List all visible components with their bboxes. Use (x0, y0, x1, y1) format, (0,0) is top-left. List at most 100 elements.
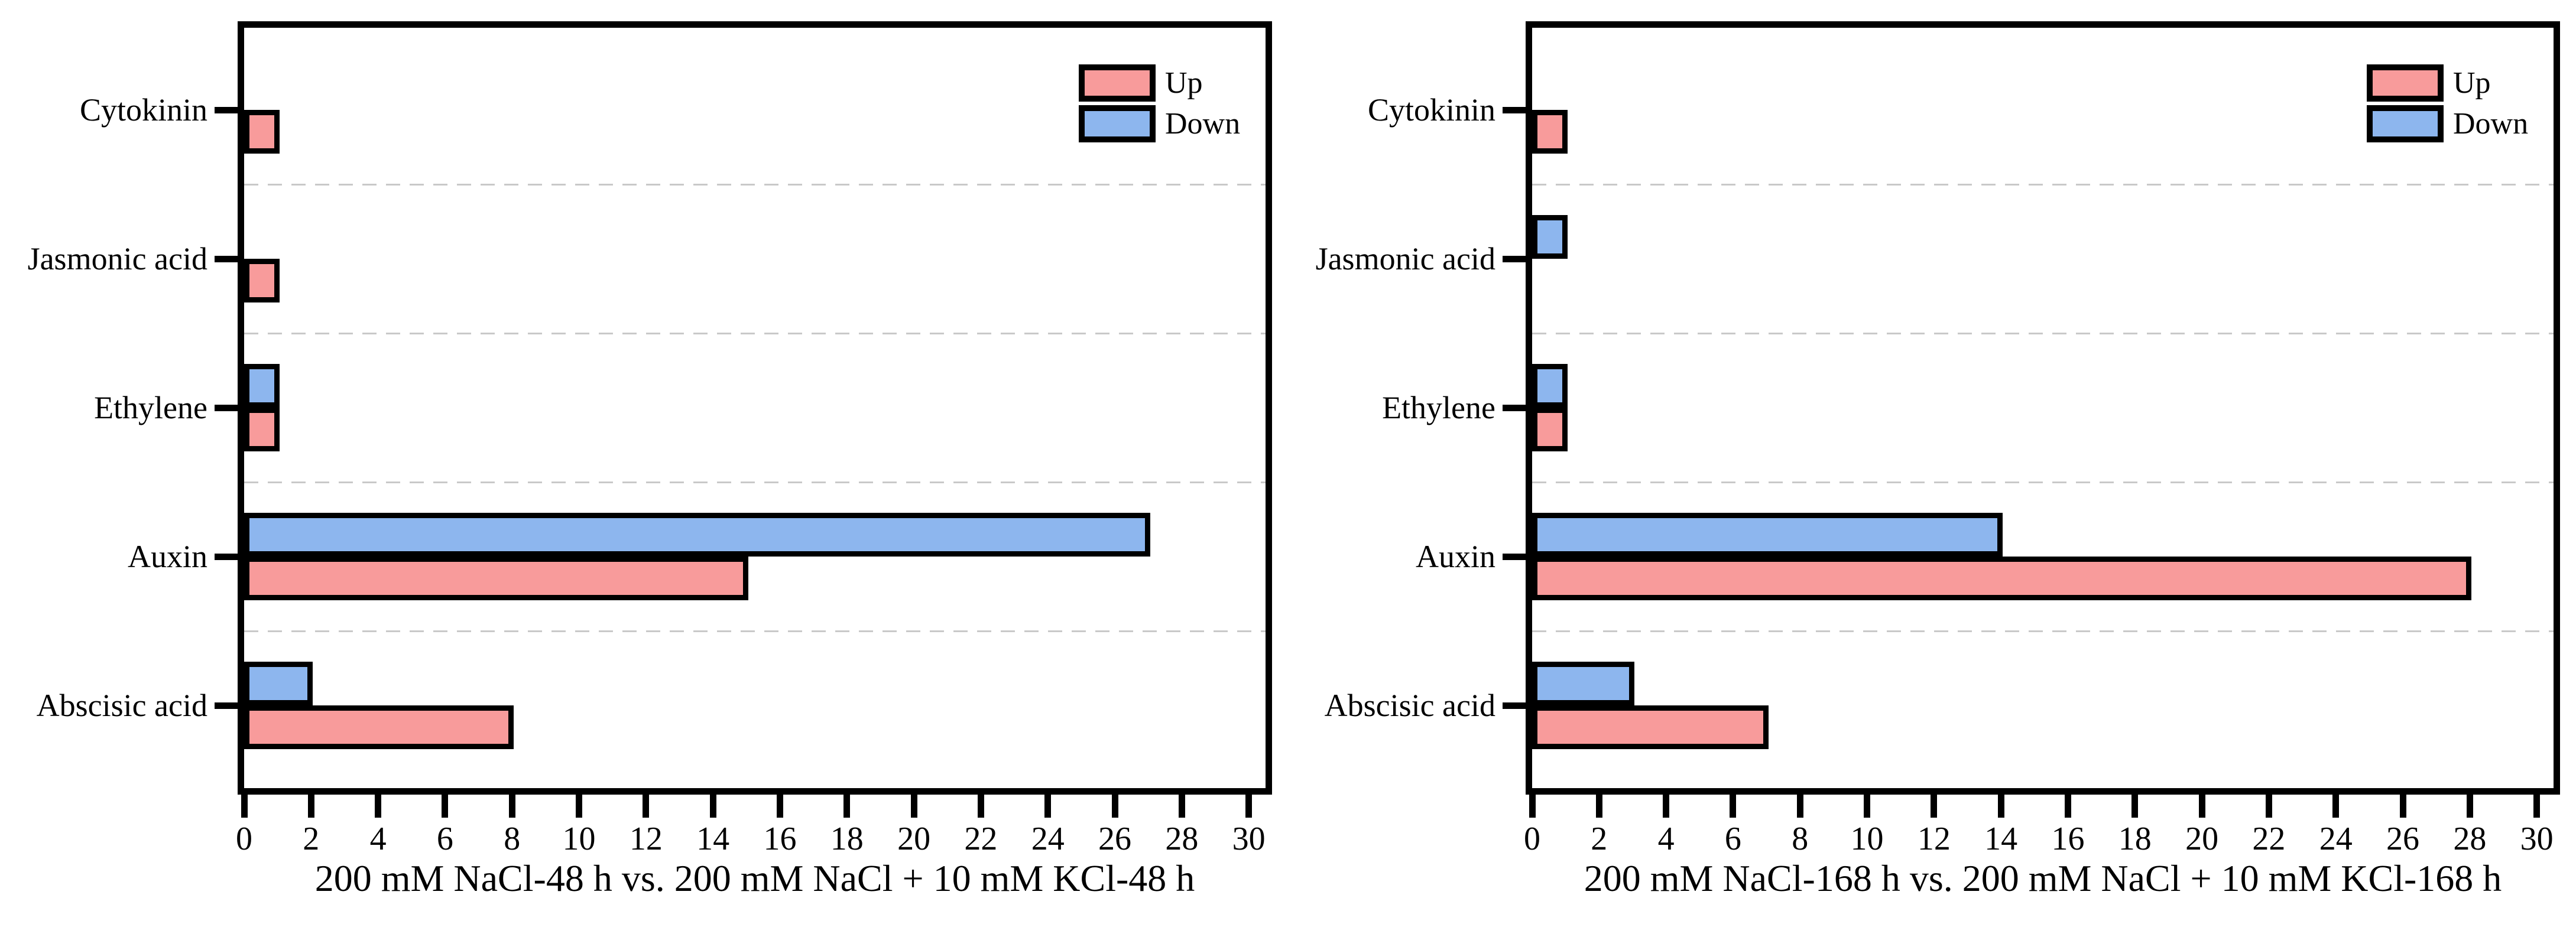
category-label: Auxin (128, 539, 207, 574)
x-tick-label: 16 (763, 821, 797, 857)
chart-left-48h: Cytokinin Jasmonic acid Ethylene Auxin Absci… (27, 21, 1272, 899)
x-tick (1529, 788, 1536, 818)
x-tick (1864, 788, 1871, 818)
x-tick-label: 10 (1850, 821, 1884, 857)
x-tick-label: 16 (2051, 821, 2085, 857)
grid-line (244, 184, 1266, 186)
bar-down (1532, 662, 1634, 705)
y-tick (1503, 106, 1532, 113)
x-tick-label: 20 (897, 821, 931, 857)
x-tick (2332, 788, 2340, 818)
x-tick-label: 0 (236, 821, 252, 857)
bar-up (244, 557, 748, 600)
legend-label-up: Up (1165, 66, 1203, 100)
bar-up (244, 705, 514, 749)
legend-swatch-down (1079, 105, 1156, 142)
x-tick (776, 788, 783, 818)
x-tick (1997, 788, 2004, 818)
grid-line (1532, 481, 2554, 483)
x-tick-label: 18 (2118, 821, 2152, 857)
legend-label-down: Down (1165, 107, 1241, 141)
x-tick-label: 2 (1591, 821, 1608, 857)
chart-right-168h: Cytokinin Jasmonic acid Ethylene Auxin Absci… (1288, 0, 2576, 937)
x-tick-label: 22 (2252, 821, 2286, 857)
bar-up (244, 408, 280, 451)
category-label: Ethylene (1382, 390, 1495, 425)
plot-area: Cytokinin Jasmonic acid Ethylene Auxin Absci… (1288, 0, 2576, 937)
y-tick (215, 255, 244, 262)
legend: Up Down (1079, 64, 1240, 146)
grid-line (1532, 630, 2554, 632)
x-tick-label: 30 (1232, 821, 1266, 857)
x-tick (1178, 788, 1185, 818)
y-tick (215, 702, 244, 709)
x-tick-label: 8 (504, 821, 521, 857)
bar-down (1532, 513, 2003, 557)
legend-label-down: Down (2453, 107, 2529, 141)
legend-row: Up (2367, 64, 2528, 102)
x-tick-label: 28 (2453, 821, 2487, 857)
category-label: Cytokinin (79, 92, 207, 128)
x-axis-title: 200 mM NaCl-48 h vs. 200 mM NaCl + 10 mM… (314, 857, 1195, 899)
bar-down (244, 662, 313, 705)
x-tick-label: 10 (562, 821, 596, 857)
legend-swatch-up (2367, 64, 2444, 102)
category-label: Jasmonic acid (27, 241, 207, 276)
legend-row: Down (1079, 105, 1240, 142)
x-tick-label: 14 (696, 821, 730, 857)
legend: Up Down (2367, 64, 2528, 146)
x-tick-label: 18 (830, 821, 864, 857)
x-tick-label: 14 (1984, 821, 2018, 857)
x-tick (375, 788, 382, 818)
y-tick (1503, 404, 1532, 411)
x-tick (843, 788, 851, 818)
legend-row: Up (1079, 64, 1240, 102)
x-tick (1730, 788, 1737, 818)
category-label: Ethylene (94, 390, 207, 425)
x-tick (307, 788, 314, 818)
x-tick (910, 788, 917, 818)
bar-up (244, 110, 280, 154)
category-label: Abscisic acid (36, 688, 207, 723)
x-tick (1663, 788, 1670, 818)
bar-up (1532, 557, 2471, 600)
x-tick (1111, 788, 1118, 818)
x-tick-label: 20 (2185, 821, 2219, 857)
bar-down (1532, 215, 1568, 259)
legend-swatch-up (1079, 64, 1156, 102)
category-label: Cytokinin (1367, 92, 1495, 128)
grid-line (1532, 184, 2554, 186)
x-tick (2064, 788, 2071, 818)
x-tick-label: 24 (2319, 821, 2353, 857)
grid-line (244, 630, 1266, 632)
x-tick (1245, 788, 1253, 818)
x-axis-title: 200 mM NaCl-168 h vs. 200 mM NaCl + 10 m… (1584, 857, 2502, 899)
x-tick-label: 12 (1917, 821, 1951, 857)
legend-label-up: Up (2453, 66, 2491, 100)
x-tick-label: 30 (2520, 821, 2554, 857)
legend-row: Down (2367, 105, 2528, 142)
y-tick (1503, 255, 1532, 262)
y-tick (1503, 702, 1532, 709)
x-tick (643, 788, 650, 818)
grid-line (244, 333, 1266, 334)
category-label: Jasmonic acid (1315, 241, 1495, 276)
x-tick-label: 12 (629, 821, 663, 857)
bar-down (244, 513, 1150, 557)
x-tick (241, 788, 248, 818)
x-tick (1931, 788, 1938, 818)
y-tick (215, 553, 244, 560)
plot-area: Cytokinin Jasmonic acid Ethylene Auxin Absci… (27, 21, 1272, 857)
x-tick-label: 2 (303, 821, 320, 857)
legend-swatch-down (2367, 105, 2444, 142)
x-tick (2533, 788, 2541, 818)
x-tick-label: 6 (1724, 821, 1741, 857)
x-tick-label: 4 (1657, 821, 1675, 857)
x-tick (2265, 788, 2272, 818)
bar-up (1532, 110, 1568, 154)
x-tick-label: 28 (1165, 821, 1199, 857)
x-tick-label: 0 (1524, 821, 1540, 857)
x-tick-label: 6 (436, 821, 453, 857)
x-tick (709, 788, 716, 818)
